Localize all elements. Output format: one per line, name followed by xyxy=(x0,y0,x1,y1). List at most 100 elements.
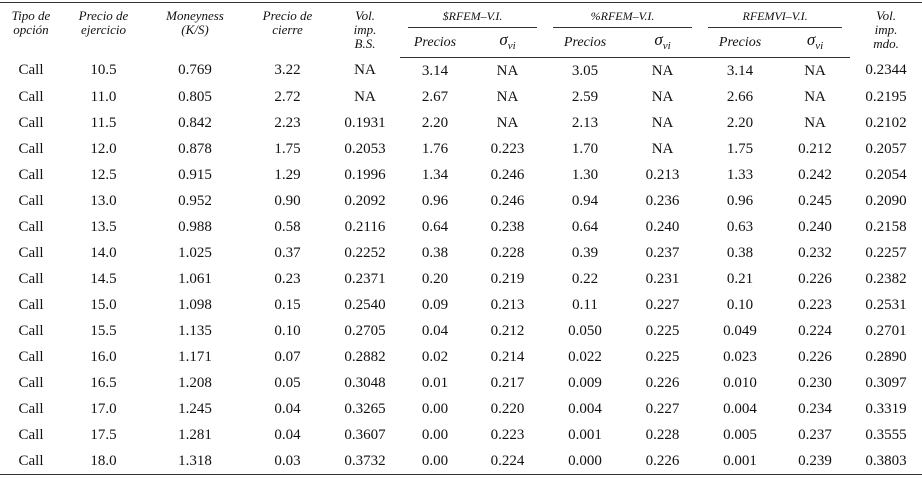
table-cell: 0.00 xyxy=(421,400,449,417)
table-cell: 0.023 xyxy=(723,348,757,365)
table-cell: 0.242 xyxy=(798,166,832,183)
table-cell: 1.76 xyxy=(421,140,449,157)
table-cell: 0.010 xyxy=(723,374,757,391)
table-row: Call 11.0 0.805 2.72 NA 2.67 NA 2.59 NA 2.66 NA 0.2… xyxy=(0,84,922,110)
table-cell: 0.223 xyxy=(490,426,525,443)
table-cell: 1.70 xyxy=(571,140,599,157)
table-cell: 0.00 xyxy=(421,452,449,469)
table-cell: 15.5 xyxy=(90,322,117,339)
table-cell: 0.226 xyxy=(645,374,680,391)
table-cell: 0.2158 xyxy=(865,218,907,235)
table-cell: 0.64 xyxy=(571,218,599,235)
table-cell: Call xyxy=(18,452,44,469)
header-line: opción xyxy=(13,22,49,37)
subheader: Precios xyxy=(700,29,781,58)
table-cell: 0.212 xyxy=(490,322,525,339)
sigma-symbol: σ xyxy=(806,30,816,50)
table-cell: 3.05 xyxy=(571,62,599,79)
header-line: Vol. xyxy=(355,8,375,23)
table-cell: 0.04 xyxy=(274,400,301,417)
table-cell: 0.38 xyxy=(726,244,754,261)
table-cell: Call xyxy=(18,270,44,287)
table-cell: 0.230 xyxy=(798,374,832,391)
header-line: Precio de xyxy=(262,8,313,23)
table-cell: 3.22 xyxy=(274,62,301,79)
group-title: RFEMVI–V.I. xyxy=(708,9,843,28)
table-cell: 0.009 xyxy=(568,374,602,391)
table-cell: 0.07 xyxy=(274,348,301,365)
table-cell: NA xyxy=(651,114,674,131)
table-row: Call 12.0 0.878 1.75 0.2053 1.76 0.223 1.70 NA 1.… xyxy=(0,136,922,162)
table-cell: 0.38 xyxy=(421,244,449,261)
header-line: cierre xyxy=(272,22,303,37)
table-cell: 0.227 xyxy=(645,400,680,417)
table-cell: 0.246 xyxy=(490,166,525,183)
table-cell: 2.59 xyxy=(571,88,599,105)
table-cell: Call xyxy=(18,244,44,261)
table-cell: 0.04 xyxy=(274,426,301,443)
table-cell: 0.2705 xyxy=(344,322,386,339)
table-cell: NA xyxy=(804,62,826,79)
table-cell: Call xyxy=(18,192,44,209)
table-cell: 1.75 xyxy=(274,140,301,157)
table-cell: 0.878 xyxy=(178,140,212,157)
table-cell: 0.245 xyxy=(798,192,832,209)
header-row: Tipo de opción Precio de ejercicio Moneyness… xyxy=(0,3,922,51)
table-cell: 0.15 xyxy=(274,296,301,313)
table-cell: 0.212 xyxy=(798,140,832,157)
data-table: Tipo de opción Precio de ejercicio Moneyness… xyxy=(0,2,922,475)
column-header: Vol. imp. mdo. xyxy=(850,3,922,58)
table-row: Call 10.5 0.769 3.22 NA 3.14 NA 3.05 NA 3.14 NA 0.2… xyxy=(0,58,922,85)
table-cell: 2.72 xyxy=(274,88,301,105)
table-row: Call 15.0 1.098 0.15 0.2540 0.09 0.213 0.11 0.22… xyxy=(0,292,922,318)
table-cell: NA xyxy=(651,62,674,79)
table-cell: 0.3607 xyxy=(344,426,386,443)
subheader: σvi xyxy=(780,29,851,58)
table-cell: NA xyxy=(651,88,674,105)
table-cell: 0.03 xyxy=(274,452,301,469)
table-row: Call 11.5 0.842 2.23 0.1931 2.20 NA 2.13 NA 2.20 N… xyxy=(0,110,922,136)
table-cell: 0.226 xyxy=(798,348,832,365)
table-row: Call 12.5 0.915 1.29 0.1996 1.34 0.246 1.30 0.21… xyxy=(0,162,922,188)
sigma-subscript: vi xyxy=(815,39,824,52)
subheader: σvi xyxy=(625,29,701,58)
table-cell: 1.33 xyxy=(726,166,754,183)
table-cell: 0.2882 xyxy=(344,348,386,365)
table-row: Call 17.5 1.281 0.04 0.3607 0.00 0.223 0.001 0.2… xyxy=(0,422,922,448)
table-cell: 0.94 xyxy=(571,192,599,209)
table-cell: 0.000 xyxy=(568,452,602,469)
table-cell: 3.14 xyxy=(421,62,449,79)
table-cell: 0.2092 xyxy=(344,192,386,209)
table-cell: 0.238 xyxy=(490,218,525,235)
table-cell: 0.219 xyxy=(490,270,525,287)
table-cell: 0.232 xyxy=(798,244,832,261)
table-cell: 0.11 xyxy=(572,296,598,313)
table-cell: 17.0 xyxy=(90,400,117,417)
table-cell: 14.5 xyxy=(90,270,117,287)
table-cell: 0.915 xyxy=(178,166,212,183)
table-cell: 0.952 xyxy=(178,192,212,209)
table-cell: 0.96 xyxy=(726,192,754,209)
table-cell: 0.050 xyxy=(568,322,602,339)
table-cell: 1.171 xyxy=(178,348,212,365)
table-cell: 0.213 xyxy=(645,166,680,183)
column-header: Precio de cierre xyxy=(245,3,330,58)
table-cell: 0.220 xyxy=(490,400,525,417)
table-row: Call 18.0 1.318 0.03 0.3732 0.00 0.224 0.000 0.2… xyxy=(0,448,922,475)
table-cell: 0.004 xyxy=(723,400,757,417)
table-cell: 0.227 xyxy=(645,296,680,313)
table-row: Call 16.5 1.208 0.05 0.3048 0.01 0.217 0.009 0.2… xyxy=(0,370,922,396)
table-cell: 0.2116 xyxy=(344,218,386,235)
header-line: imp. xyxy=(353,22,377,37)
table-cell: 0.805 xyxy=(178,88,212,105)
table-cell: 0.2054 xyxy=(865,166,907,183)
sigma-symbol: σ xyxy=(654,30,663,50)
header-line: ejercicio xyxy=(81,22,126,37)
sigma-subscript: vi xyxy=(662,39,671,52)
table-cell: Call xyxy=(18,374,44,391)
table-cell: Call xyxy=(18,400,44,417)
table-cell: 0.2252 xyxy=(344,244,386,261)
table-cell: 0.2257 xyxy=(865,244,907,261)
table-cell: 0.005 xyxy=(723,426,757,443)
